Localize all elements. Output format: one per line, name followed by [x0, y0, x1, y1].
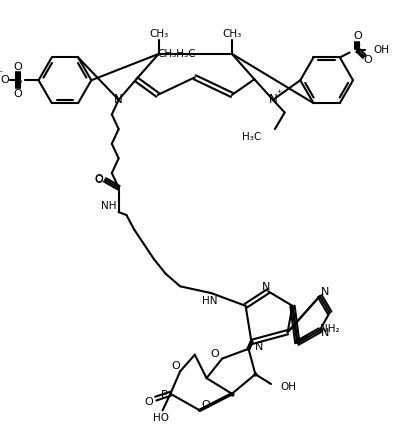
Text: O: O	[171, 362, 180, 372]
Text: N: N	[262, 282, 270, 292]
Text: HO: HO	[152, 413, 169, 423]
Text: O: O	[95, 175, 103, 185]
Text: N: N	[268, 93, 277, 106]
Text: O: O	[201, 401, 210, 410]
Text: CH₃: CH₃	[222, 29, 242, 39]
Text: O: O	[145, 397, 153, 407]
Text: N: N	[320, 287, 329, 297]
Text: O: O	[14, 61, 23, 71]
Text: OH: OH	[373, 45, 389, 55]
Text: S: S	[354, 43, 361, 56]
Text: O: O	[210, 349, 219, 359]
Text: O: O	[353, 31, 362, 41]
Text: O: O	[0, 75, 9, 85]
Text: N: N	[114, 93, 123, 106]
Text: H₃C: H₃C	[242, 132, 261, 142]
Text: HN: HN	[202, 296, 217, 306]
Text: S: S	[14, 74, 22, 87]
Text: CH₃H₃C: CH₃H₃C	[157, 49, 196, 59]
Text: N: N	[320, 328, 329, 338]
Text: ⁺: ⁺	[276, 89, 282, 99]
Text: OH: OH	[281, 382, 297, 392]
Text: N: N	[255, 342, 263, 352]
Text: CH₃: CH₃	[149, 29, 168, 39]
Text: ⁻: ⁻	[0, 69, 2, 79]
Text: NH₂: NH₂	[320, 324, 339, 334]
Text: O: O	[95, 174, 103, 184]
Text: NH: NH	[101, 201, 117, 211]
Text: P: P	[161, 389, 168, 402]
Text: O: O	[14, 89, 23, 99]
Text: O: O	[364, 55, 373, 65]
